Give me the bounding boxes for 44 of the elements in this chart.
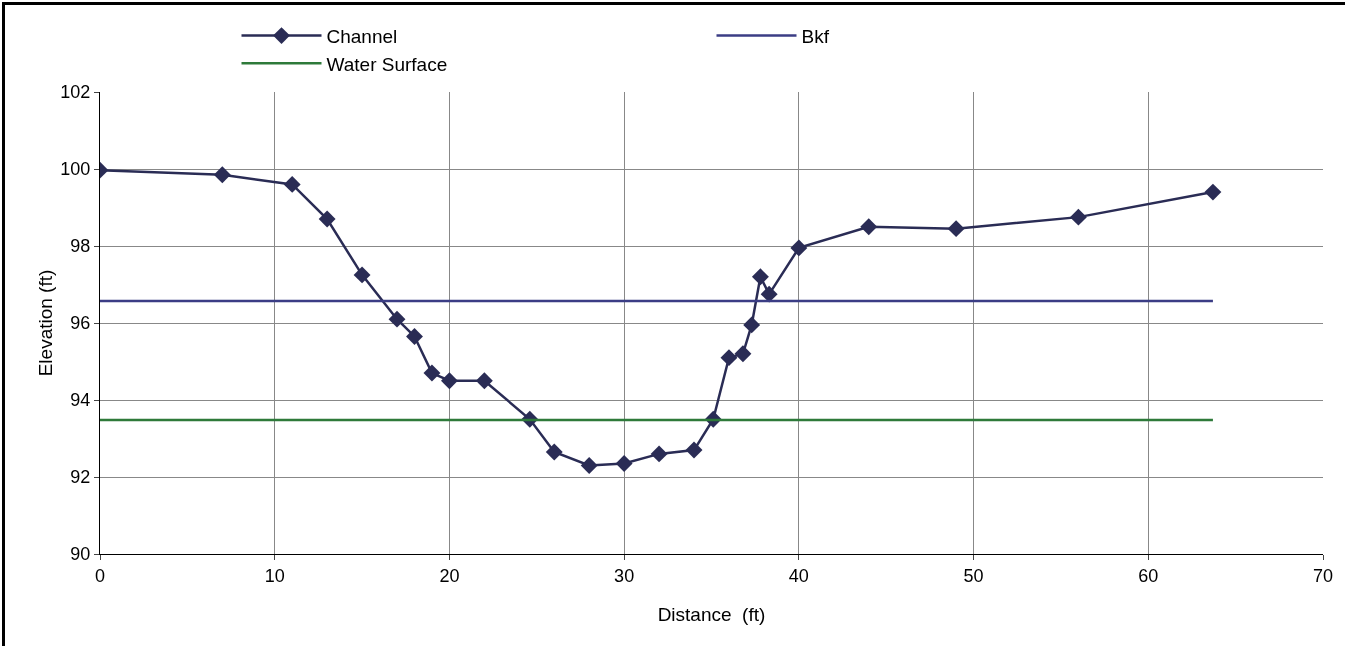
point [751,268,769,286]
point [615,455,633,472]
y-tick-label: 92 [70,467,91,488]
x-tick-label: 30 [614,565,635,586]
point [440,372,458,390]
point [734,345,752,363]
point [860,218,878,236]
point [685,441,703,459]
point [353,266,371,284]
y-tick-label: 90 [70,544,91,565]
x-tick-label: 20 [439,565,460,586]
point [580,457,598,474]
point [1069,208,1087,226]
y-tick-label: 94 [70,390,91,411]
y-tick-label: 100 [60,159,91,180]
point [406,328,423,345]
point [790,239,808,257]
x-tick-label: 0 [94,565,106,586]
point [388,310,406,328]
legend-label: Channel [326,26,398,48]
point [947,220,965,238]
y-tick-label: 98 [70,236,91,257]
point [545,443,563,461]
point [650,445,668,463]
point [423,364,441,382]
y-tick-label: 96 [70,313,91,334]
legend-label: Bkf [801,26,830,48]
point [475,372,493,390]
point [720,349,738,367]
point [213,166,231,184]
point [318,210,336,228]
y-axis-title: Elevation (ft) [35,269,56,377]
x-tick-label: 50 [963,565,984,586]
x-axis-title: Distance (ft) [657,604,766,625]
point [760,285,778,303]
point [1204,183,1222,201]
x-tick-label: 40 [788,565,809,586]
legend-label: Water Surface [326,53,448,75]
y-tick-label: 102 [60,82,91,103]
x-tick-label: 60 [1138,565,1159,586]
x-tick-label: 70 [1312,565,1334,586]
x-tick-label: 10 [264,565,285,586]
point [743,316,761,334]
point [283,175,301,193]
